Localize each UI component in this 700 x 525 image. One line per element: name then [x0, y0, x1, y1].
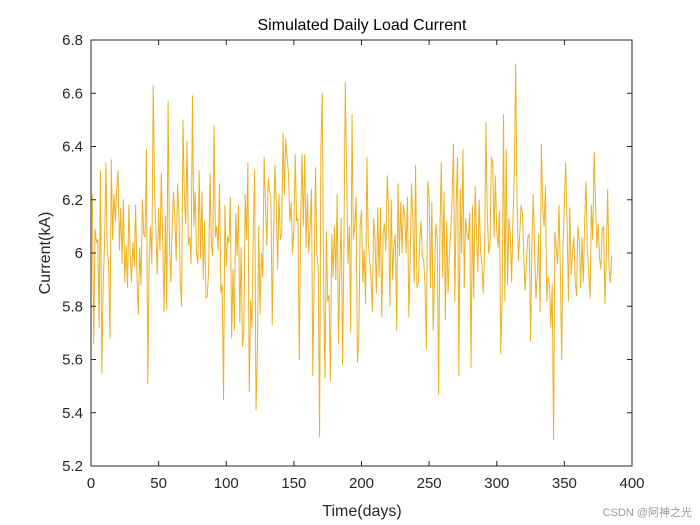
x-tick-label-100: 100 — [214, 475, 239, 492]
chart-title: Simulated Daily Load Current — [258, 17, 468, 34]
plot-area — [90, 39, 633, 467]
y-tick-label-7: 6.6 — [62, 85, 83, 102]
x-tick-label-0: 0 — [87, 475, 95, 492]
series-line-1 — [91, 63, 613, 440]
x-tick-label-350: 350 — [552, 475, 577, 492]
y-tick-label-6: 6.4 — [62, 139, 83, 156]
y-tick-label-1: 5.4 — [62, 405, 83, 422]
y-tick-label-3: 5.8 — [62, 298, 83, 315]
x-tick-label-50: 50 — [150, 475, 167, 492]
y-tick-label-2: 5.6 — [62, 352, 83, 369]
x-tick-label-400: 400 — [619, 475, 644, 492]
x-axis-title: Time(days) — [322, 503, 401, 520]
y-tick-label-0: 5.2 — [62, 458, 83, 475]
x-axis-ticks: 0 50 100 150 200 250 300 350 400 — [87, 40, 645, 492]
x-tick-label-250: 250 — [417, 475, 442, 492]
y-tick-label-8: 6.8 — [62, 32, 83, 49]
x-tick-label-150: 150 — [281, 475, 306, 492]
y-axis-ticks: 5.2 5.4 5.6 5.8 6 6.2 6.4 6.6 6.8 — [62, 32, 632, 475]
x-tick-label-300: 300 — [484, 475, 509, 492]
y-tick-label-4: 6 — [75, 245, 83, 262]
series-line-group — [91, 63, 613, 440]
x-tick-label-200: 200 — [349, 475, 374, 492]
y-axis-title: Current(kA) — [37, 212, 54, 295]
y-tick-label-5: 6.2 — [62, 192, 83, 209]
watermark-text: CSDN @阿神之光 — [603, 505, 692, 519]
